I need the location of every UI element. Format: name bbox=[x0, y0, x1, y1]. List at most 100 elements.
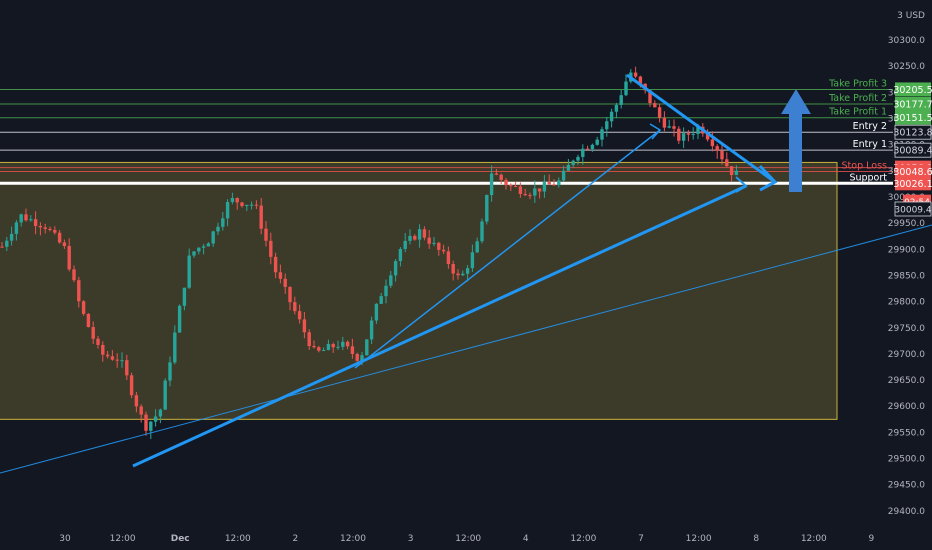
candle-body-23 bbox=[110, 356, 115, 360]
candle-body-103 bbox=[494, 173, 499, 175]
candle-body-50 bbox=[240, 202, 244, 207]
candle-body-44 bbox=[211, 231, 215, 244]
candle-body-47 bbox=[225, 202, 230, 219]
candle-body-116 bbox=[557, 180, 561, 186]
candle-body-8 bbox=[38, 226, 43, 228]
y-tick-label-17: 29450.0 bbox=[888, 481, 925, 491]
candle-body-4 bbox=[19, 214, 23, 223]
candle-body-97 bbox=[465, 268, 470, 274]
thin-trendline-arrowhead bbox=[649, 123, 662, 140]
candle-body-21 bbox=[101, 344, 105, 355]
candle-body-145 bbox=[696, 126, 700, 134]
candle-body-119 bbox=[571, 160, 575, 165]
x-tick-label-3: 12:00 bbox=[225, 534, 251, 544]
price-tag-bg-2 bbox=[895, 110, 931, 125]
candle-body-93 bbox=[446, 251, 451, 265]
y-tick-label-14: 29600.0 bbox=[888, 402, 925, 412]
candle-body-141 bbox=[677, 128, 681, 141]
candle-body-133 bbox=[638, 76, 643, 84]
candle-body-22 bbox=[105, 354, 110, 357]
candle-body-113 bbox=[542, 182, 547, 192]
price-tag-6: 30048.6 bbox=[893, 167, 932, 178]
level-labels: Take Profit 3 30205.5 Take Profit 2 30177.7… bbox=[828, 78, 932, 217]
candle-body-149 bbox=[715, 146, 719, 151]
candle-body-77 bbox=[369, 320, 374, 340]
candle-body-132 bbox=[633, 72, 638, 77]
x-tick-label-10: 7 bbox=[638, 534, 644, 544]
candle-body-71 bbox=[341, 341, 345, 347]
candles bbox=[0, 66, 739, 440]
candle-body-54 bbox=[259, 205, 263, 229]
bull-arrow-shaft bbox=[789, 114, 802, 192]
candle-body-89 bbox=[427, 237, 431, 244]
candle-body-120 bbox=[576, 156, 580, 161]
candle-body-111 bbox=[533, 188, 537, 196]
y-tick-label-8: 29900.0 bbox=[888, 245, 925, 255]
candle-body-10 bbox=[48, 228, 52, 231]
candle-body-135 bbox=[648, 90, 652, 104]
candle-body-36 bbox=[173, 332, 177, 363]
candle-body-61 bbox=[293, 302, 297, 312]
candle-body-43 bbox=[206, 243, 211, 247]
candle-body-35 bbox=[168, 362, 172, 381]
candle-body-2 bbox=[9, 233, 14, 241]
candle-body-67 bbox=[321, 350, 326, 352]
candle-body-25 bbox=[120, 360, 124, 362]
time-axis[interactable]: 30 12:00 Dec 12:00 2 12:00 3 12:00 4 12:00 7 12:00 8… bbox=[59, 534, 874, 544]
y-tick-label-16: 29500.0 bbox=[888, 455, 925, 465]
x-tick-label-5: 12:00 bbox=[340, 534, 366, 544]
x-tick-label-2: Dec bbox=[171, 534, 190, 544]
candle-body-123 bbox=[590, 144, 595, 150]
candle-body-62 bbox=[297, 311, 302, 320]
candle-body-99 bbox=[475, 241, 479, 253]
y-tick-label-11: 29750.0 bbox=[888, 324, 925, 334]
candle-body-34 bbox=[163, 380, 167, 410]
candle-body-58 bbox=[278, 272, 283, 279]
candle-body-32 bbox=[153, 416, 158, 422]
candle-body-109 bbox=[523, 193, 527, 196]
candle-body-52 bbox=[249, 204, 254, 206]
candle-body-125 bbox=[600, 129, 604, 140]
candle-body-51 bbox=[245, 204, 249, 207]
candle-body-7 bbox=[33, 219, 38, 227]
candle-body-112 bbox=[537, 188, 542, 192]
level-name-3: Entry 2 bbox=[853, 121, 887, 132]
candle-body-130 bbox=[624, 81, 628, 96]
level-name-1: Take Profit 2 bbox=[828, 93, 887, 104]
candle-body-129 bbox=[619, 95, 623, 105]
candle-body-95 bbox=[456, 273, 460, 276]
candle-body-37 bbox=[177, 305, 182, 333]
descending-trendline bbox=[626, 73, 776, 184]
y-tick-label-1: 30250.0 bbox=[888, 62, 925, 72]
candle-body-152 bbox=[729, 166, 734, 176]
candle-body-86 bbox=[413, 235, 417, 240]
candle-body-5 bbox=[24, 214, 28, 221]
candle-body-28 bbox=[134, 395, 139, 407]
price-tag-bg-6 bbox=[895, 164, 931, 179]
candle-body-26 bbox=[125, 360, 129, 376]
candle-body-106 bbox=[509, 185, 513, 187]
candle-body-39 bbox=[187, 255, 191, 288]
candle-body-66 bbox=[317, 347, 321, 351]
y-tick-label-12: 29700.0 bbox=[888, 350, 925, 360]
level-name-6: Stop Loss bbox=[842, 161, 888, 172]
candle-body-18 bbox=[86, 313, 91, 328]
candle-body-20 bbox=[96, 338, 100, 345]
y-tick-label-15: 29550.0 bbox=[888, 428, 925, 438]
candle-body-0 bbox=[0, 246, 4, 248]
candle-body-107 bbox=[513, 186, 518, 188]
x-tick-label-9: 12:00 bbox=[570, 534, 596, 544]
ref-tag-bg bbox=[894, 201, 932, 217]
candle-body-16 bbox=[77, 280, 81, 302]
candle-body-1 bbox=[5, 240, 9, 247]
price-tag-bg-4 bbox=[894, 142, 932, 158]
y-tick-label-18: 29400.0 bbox=[888, 507, 925, 517]
candle-body-60 bbox=[288, 286, 292, 303]
price-tag-3: 30123.8 bbox=[893, 128, 932, 139]
candle-body-153 bbox=[734, 170, 739, 176]
candle-body-128 bbox=[614, 104, 619, 112]
level-name-0: Take Profit 3 bbox=[828, 78, 887, 89]
candle-body-40 bbox=[192, 251, 196, 256]
candle-body-126 bbox=[605, 121, 609, 130]
